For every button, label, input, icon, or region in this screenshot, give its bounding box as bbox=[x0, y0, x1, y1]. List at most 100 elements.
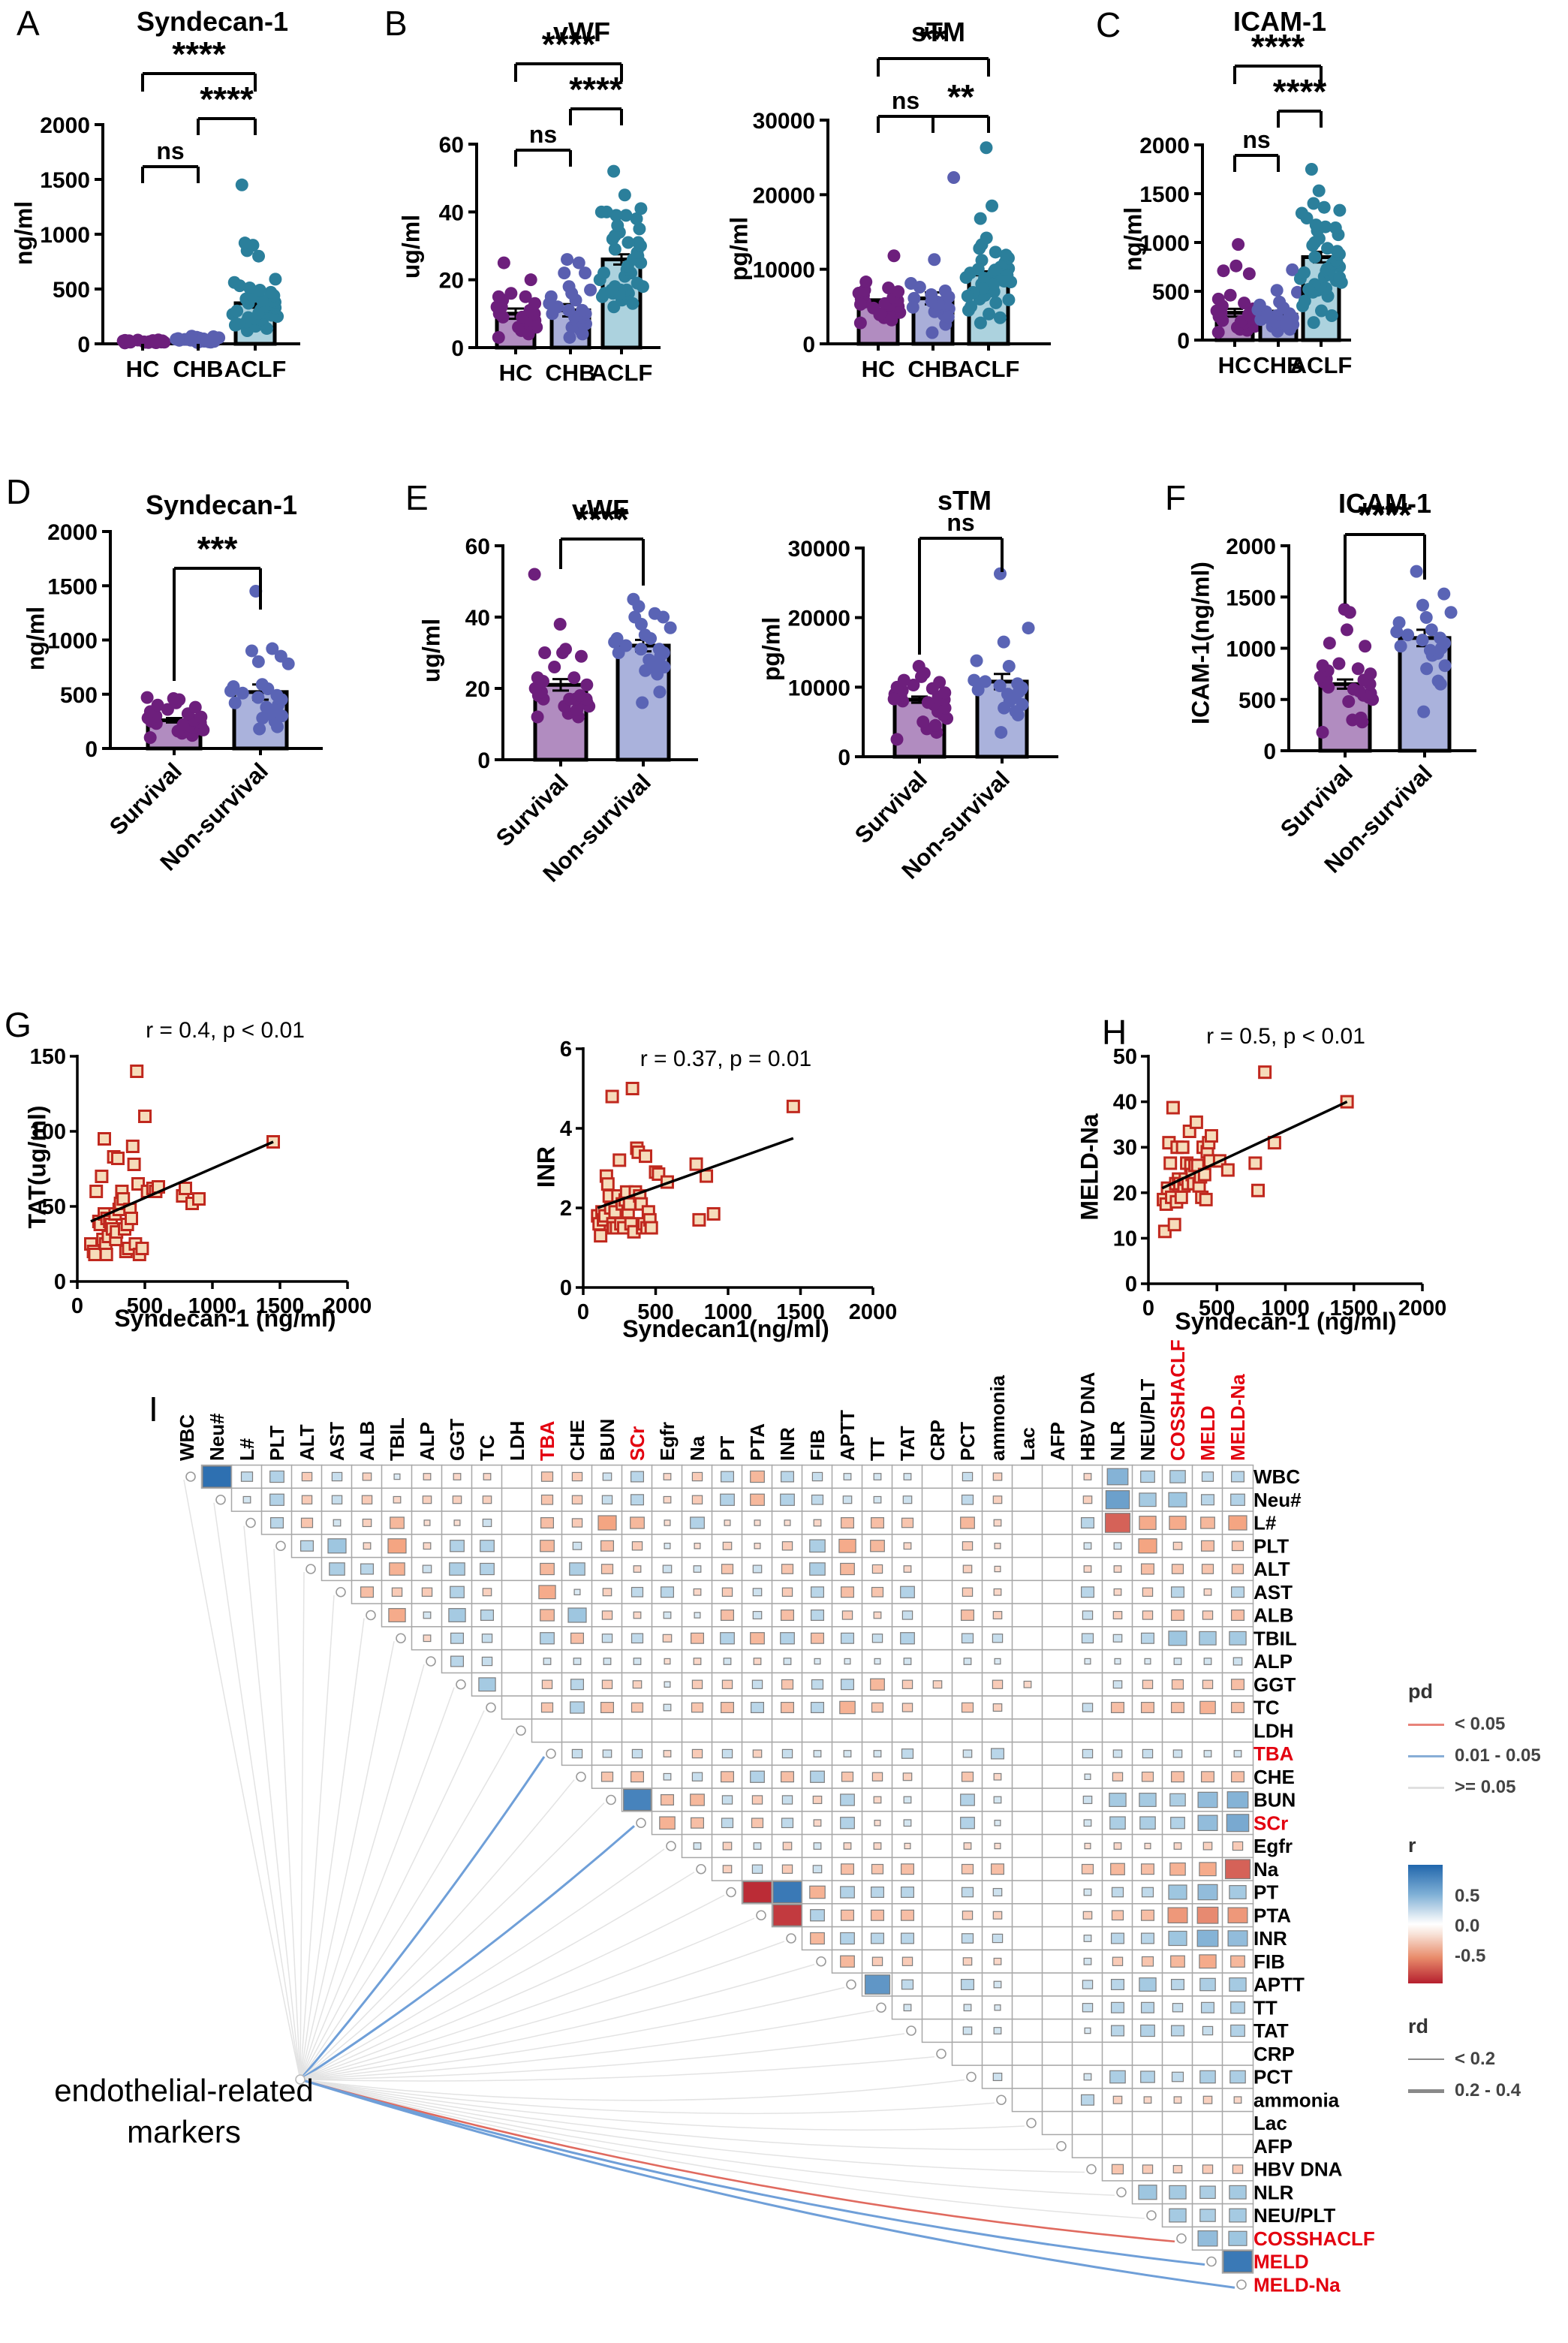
svg-text:TAT: TAT bbox=[1253, 2019, 1289, 2042]
svg-text:HC: HC bbox=[499, 360, 533, 386]
svg-text:L#: L# bbox=[236, 1438, 258, 1461]
svg-text:20: 20 bbox=[1113, 1182, 1137, 1206]
svg-text:Survival: Survival bbox=[491, 769, 573, 851]
ylabel-d: ng/ml bbox=[22, 606, 50, 671]
svg-text:2000: 2000 bbox=[849, 1300, 898, 1324]
legend-pd-item-1: < 0.05 bbox=[1408, 1714, 1567, 1735]
svg-text:FIB: FIB bbox=[1253, 1950, 1285, 1973]
svg-text:Egfr: Egfr bbox=[1253, 1835, 1293, 1857]
svg-text:CHB: CHB bbox=[173, 356, 223, 382]
svg-text:FIB: FIB bbox=[806, 1429, 829, 1461]
svg-text:ALP: ALP bbox=[1253, 1650, 1293, 1673]
panel-letter-a: A bbox=[17, 4, 40, 43]
rd-thick-line-sample bbox=[1408, 2089, 1444, 2093]
svg-text:TBIL: TBIL bbox=[386, 1417, 408, 1461]
title-icam1-c: ICAM-1 bbox=[1233, 6, 1326, 37]
svg-text:CHB: CHB bbox=[907, 356, 958, 382]
svg-text:AST: AST bbox=[1253, 1581, 1293, 1604]
svg-text:****: **** bbox=[575, 500, 629, 539]
svg-text:30: 30 bbox=[1113, 1136, 1137, 1160]
svg-text:AST: AST bbox=[326, 1422, 348, 1461]
panel-letter-i: I bbox=[149, 1390, 158, 1429]
svg-text:1500: 1500 bbox=[1226, 586, 1276, 610]
svg-text:1500: 1500 bbox=[40, 168, 90, 193]
r-tick-neg05: -0.5 bbox=[1455, 1946, 1486, 1966]
svg-text:Survival: Survival bbox=[1275, 760, 1358, 842]
svg-text:MELD: MELD bbox=[1253, 2251, 1309, 2273]
matrix-node-label-line2: markers bbox=[127, 2113, 241, 2149]
svg-text:Neu#: Neu# bbox=[1253, 1489, 1302, 1511]
svg-text:0: 0 bbox=[1125, 1272, 1137, 1296]
svg-text:Na: Na bbox=[1253, 1858, 1279, 1881]
svg-text:10: 10 bbox=[1113, 1227, 1137, 1251]
svg-text:PLT: PLT bbox=[266, 1426, 288, 1461]
svg-text:PTA: PTA bbox=[746, 1423, 769, 1461]
title-syndecan1-d: Syndecan-1 bbox=[145, 489, 298, 520]
svg-text:L#: L# bbox=[1253, 1512, 1277, 1534]
svg-text:500: 500 bbox=[1152, 280, 1190, 305]
legend-pd-title: pd bbox=[1408, 1680, 1433, 1703]
panel-letter-h: H bbox=[1102, 1013, 1127, 1052]
svg-text:0: 0 bbox=[477, 748, 490, 773]
svg-text:0: 0 bbox=[1177, 329, 1190, 354]
svg-text:2000: 2000 bbox=[40, 113, 90, 138]
svg-text:****: **** bbox=[172, 35, 226, 74]
title-icam1-f: ICAM-1 bbox=[1338, 488, 1431, 519]
svg-text:50: 50 bbox=[1113, 1045, 1137, 1069]
svg-text:40: 40 bbox=[1113, 1091, 1137, 1115]
panel-letter-g: G bbox=[5, 1005, 32, 1044]
panel-letter-b: B bbox=[384, 4, 408, 43]
svg-text:COSSHACLF: COSSHACLF bbox=[1253, 2227, 1375, 2250]
subtitle-h: r = 0.5, p < 0.01 bbox=[1206, 1024, 1365, 1049]
svg-text:Na: Na bbox=[686, 1435, 709, 1461]
svg-text:****: **** bbox=[200, 80, 254, 119]
svg-text:***: *** bbox=[197, 529, 238, 568]
legend-rd-item-2: 0.2 - 0.4 bbox=[1408, 2080, 1567, 2101]
svg-text:****: **** bbox=[569, 70, 623, 109]
pd-label-3: >= 0.05 bbox=[1455, 1777, 1516, 1797]
xlabel-g1: Syndecan-1 (ng/ml) bbox=[114, 1305, 336, 1332]
svg-text:****: **** bbox=[1273, 72, 1327, 111]
title-stm-e: sTM bbox=[937, 485, 992, 516]
svg-text:NEU/PLT: NEU/PLT bbox=[1253, 2204, 1335, 2227]
rd-label-2: 0.2 - 0.4 bbox=[1455, 2080, 1521, 2101]
svg-text:500: 500 bbox=[1238, 688, 1276, 713]
svg-text:APTT: APTT bbox=[836, 1410, 859, 1461]
svg-text:ACLF: ACLF bbox=[1290, 352, 1353, 378]
svg-text:1000: 1000 bbox=[47, 629, 98, 654]
svg-text:CHE: CHE bbox=[1253, 1766, 1295, 1788]
legend-pd-item-2: 0.01 - 0.05 bbox=[1408, 1745, 1567, 1766]
r-colorbar bbox=[1408, 1865, 1443, 1983]
ylabel-c: ng/ml bbox=[1119, 206, 1147, 272]
svg-text:1500: 1500 bbox=[47, 574, 98, 599]
svg-text:NLR: NLR bbox=[1106, 1420, 1129, 1461]
title-stm-b: sTM bbox=[911, 17, 965, 47]
svg-text:AFP: AFP bbox=[1253, 2135, 1293, 2158]
svg-text:COSSHACLF: COSSHACLF bbox=[1166, 1339, 1189, 1461]
ylabel-e2: pg/ml bbox=[757, 616, 785, 682]
svg-text:**: ** bbox=[947, 77, 974, 116]
svg-text:20: 20 bbox=[439, 269, 464, 294]
svg-text:WBC: WBC bbox=[176, 1414, 198, 1461]
svg-text:0: 0 bbox=[451, 336, 464, 361]
pd-blue-line-sample bbox=[1408, 1754, 1444, 1757]
svg-text:6: 6 bbox=[560, 1037, 572, 1062]
pd-label-1: < 0.05 bbox=[1455, 1714, 1506, 1734]
svg-text:500: 500 bbox=[637, 1300, 673, 1324]
svg-text:500: 500 bbox=[60, 683, 98, 708]
panel-letter-d: D bbox=[6, 472, 32, 511]
panel-letter-c: C bbox=[1096, 5, 1121, 44]
svg-text:0: 0 bbox=[85, 737, 98, 762]
svg-text:20000: 20000 bbox=[753, 183, 815, 208]
xlabel-g2: Syndecan1(ng/ml) bbox=[622, 1315, 829, 1342]
svg-text:AFP: AFP bbox=[1046, 1422, 1069, 1461]
svg-text:ACLF: ACLF bbox=[958, 356, 1020, 382]
matrix-node-label: endothelial-related markers bbox=[15, 2070, 353, 2152]
svg-text:WBC: WBC bbox=[1253, 1465, 1300, 1488]
svg-text:PCT: PCT bbox=[956, 1422, 979, 1461]
svg-text:1000: 1000 bbox=[1139, 231, 1190, 256]
svg-text:CRP: CRP bbox=[926, 1420, 949, 1461]
chart-G2: 0 2 4 6 0 500 1000 1500 2000 bbox=[560, 1037, 897, 1324]
